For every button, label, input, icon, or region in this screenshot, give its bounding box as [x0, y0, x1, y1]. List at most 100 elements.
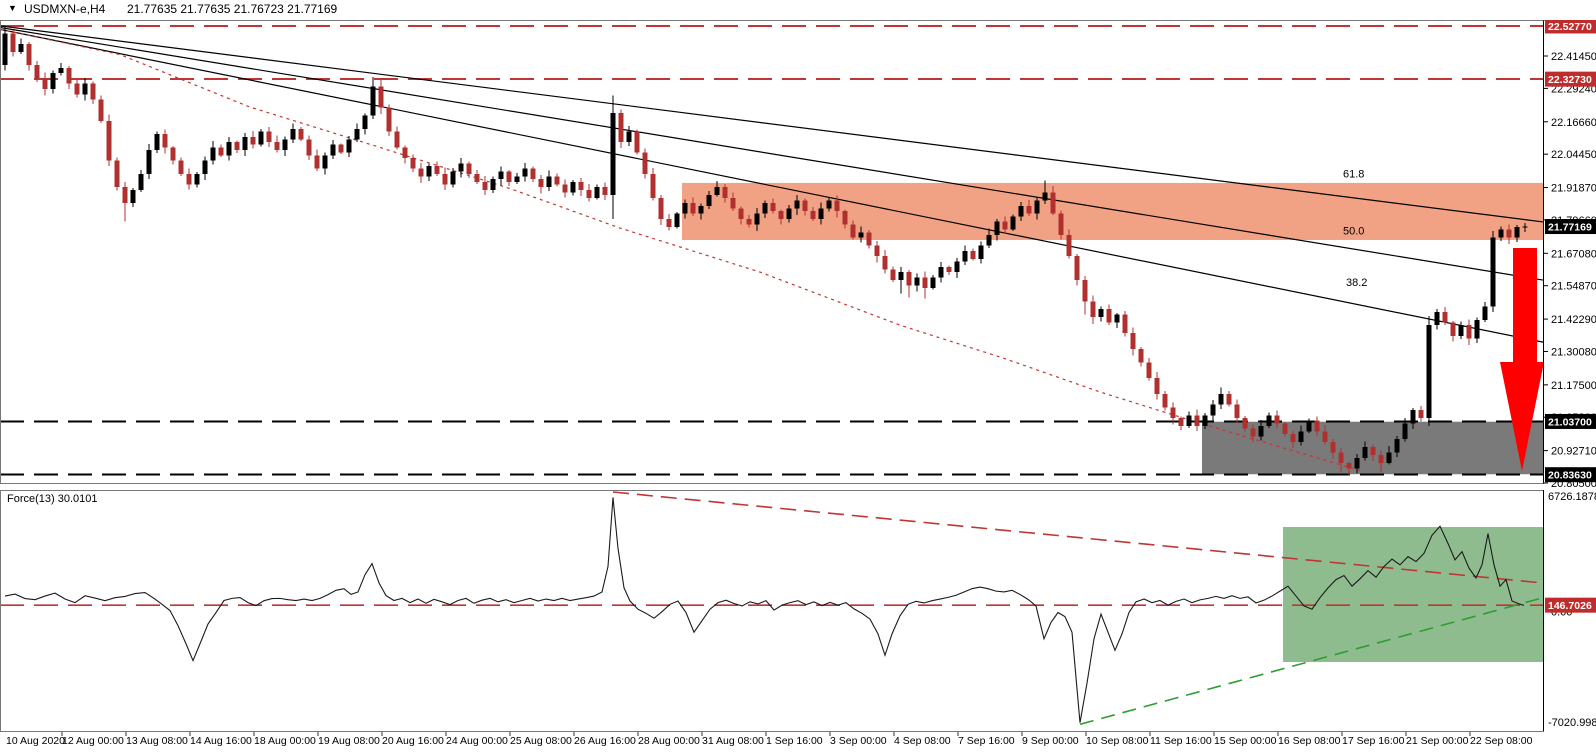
candle: [786, 208, 792, 220]
candle: [1138, 349, 1144, 363]
candle: [1378, 455, 1384, 464]
descending-trendline: [0, 26, 1544, 281]
candle: [1426, 325, 1432, 419]
candle: [1074, 256, 1080, 281]
descending-trendline: [0, 28, 1544, 343]
date-label: 11 Sep 16:00: [1150, 735, 1212, 747]
candle: [1346, 463, 1352, 469]
candle: [722, 187, 728, 198]
candle: [1514, 226, 1520, 238]
candle: [26, 43, 32, 66]
candle: [1402, 423, 1408, 440]
candle: [1194, 415, 1200, 426]
candle: [1226, 394, 1232, 405]
price-axis: 22.4145022.2924022.1666022.0445021.91870…: [1543, 18, 1596, 729]
candle: [594, 187, 600, 198]
date-label: 18 Aug 00:00: [254, 735, 316, 747]
candle: [1082, 280, 1088, 302]
fib-level-label: 61.8: [1343, 169, 1364, 181]
candle: [994, 221, 1000, 235]
descending-trendline: [0, 25, 1544, 223]
candle: [170, 147, 176, 161]
candle: [506, 171, 512, 182]
candle: [418, 168, 424, 177]
candle: [370, 86, 376, 116]
candle: [162, 134, 168, 148]
candle: [802, 200, 808, 212]
candle: [66, 67, 72, 84]
candle: [1506, 229, 1512, 238]
candle: [50, 73, 56, 90]
candle: [530, 168, 536, 180]
price-badge: 22.32730: [1545, 71, 1596, 87]
date-label: 21 Sep 00:00: [1406, 735, 1469, 747]
candle: [1450, 322, 1456, 336]
date-label: 10 Aug 2020: [6, 735, 65, 747]
candles: [2, 25, 1528, 476]
candle: [794, 200, 800, 209]
date-label: 26 Aug 16:00: [574, 735, 636, 747]
candle: [602, 187, 608, 196]
candle: [450, 171, 456, 185]
candle: [706, 195, 712, 206]
force-max-label: 6726.1878: [1548, 491, 1596, 503]
candle: [642, 152, 648, 174]
candle: [858, 232, 864, 238]
force-red-trendline: [612, 491, 1544, 584]
candle: [42, 78, 48, 90]
date-label: 20 Aug 16:00: [382, 735, 444, 747]
candle: [402, 147, 408, 159]
ohlc-quote-label: 21.77635 21.77635 21.76723 21.77169: [127, 2, 338, 16]
price-tick-label: 21.54870: [1551, 281, 1596, 293]
candle: [226, 142, 232, 156]
candle: [1002, 221, 1008, 230]
candle: [1146, 362, 1152, 379]
candle: [106, 120, 112, 161]
candle: [674, 213, 680, 227]
candle: [866, 232, 872, 246]
candle: [1274, 415, 1280, 424]
date-label: 12 Aug 00:00: [62, 735, 124, 747]
candle: [1314, 420, 1320, 432]
candle: [426, 165, 432, 177]
date-label: 3 Sep 00:00: [830, 735, 887, 747]
candle: [346, 139, 352, 153]
candle: [1234, 404, 1240, 419]
date-label: 17 Sep 16:00: [1342, 735, 1405, 747]
candle: [1410, 410, 1416, 424]
svg-text:20.83630: 20.83630: [1548, 470, 1592, 482]
symbol-timeframe-label: USDMXN-e,H4: [24, 2, 106, 16]
candle: [178, 160, 184, 174]
svg-text:21.03700: 21.03700: [1548, 416, 1592, 428]
candle: [250, 136, 256, 145]
date-label: 4 Sep 08:00: [894, 735, 951, 747]
candle: [1122, 314, 1128, 334]
candle: [1154, 378, 1160, 395]
candle: [266, 131, 272, 143]
fibonacci-labels: 61.8 50.0 38.2: [1343, 169, 1367, 290]
candle: [386, 107, 392, 132]
candle: [1042, 192, 1048, 201]
candle: [74, 83, 80, 95]
candle: [826, 200, 832, 209]
collapse-triangle-icon[interactable]: ▼: [8, 3, 17, 13]
candle: [474, 173, 480, 182]
candle: [1242, 418, 1248, 429]
candle: [1050, 192, 1056, 214]
date-label: 28 Aug 00:00: [638, 735, 700, 747]
force-value-badge: 146.7026: [1545, 597, 1596, 613]
candle: [242, 136, 248, 151]
candle: [1498, 229, 1504, 238]
candle: [1442, 311, 1448, 323]
svg-text:146.7026: 146.7026: [1548, 600, 1592, 612]
candle: [906, 272, 912, 286]
candle: [634, 131, 640, 153]
candle: [538, 179, 544, 188]
candle: [1058, 213, 1064, 235]
candle: [1386, 452, 1392, 464]
candle: [290, 128, 296, 140]
orange-zone-box: [682, 182, 1543, 240]
candle: [898, 272, 904, 281]
candle: [546, 176, 552, 188]
